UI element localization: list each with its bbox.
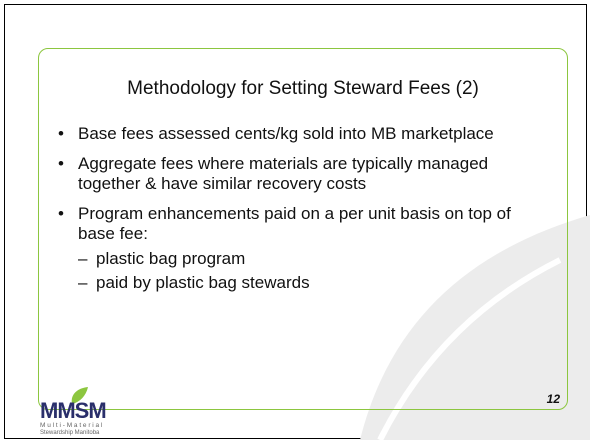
logo-line: Multi-Material xyxy=(40,422,105,429)
logo-leaf-shape xyxy=(71,387,88,404)
logo-leaf xyxy=(71,387,88,404)
content-panel xyxy=(38,48,568,410)
sub-bullet: paid by plastic bag stewards xyxy=(78,273,538,294)
bullet: Aggregate fees where materials are typic… xyxy=(58,154,538,195)
bullet-text: Aggregate fees where materials are typic… xyxy=(78,153,489,194)
sub-bullet: plastic bag program xyxy=(78,249,538,270)
bullet-list: Base fees assessed cents/kg sold into MB… xyxy=(58,124,538,303)
logo-line: Stewardship Manitoba xyxy=(40,430,100,436)
logo-name: MMSM xyxy=(40,398,107,423)
slide-title: Methodology for Setting Steward Fees (2) xyxy=(127,78,479,99)
logo: MMSM Multi-Material Stewardship Manitoba xyxy=(40,386,120,442)
sub-bullet-list: plastic bag program paid by plastic bag s… xyxy=(78,249,538,294)
bullet: Base fees assessed cents/kg sold into MB… xyxy=(58,124,538,145)
bullet-text: Program enhancements paid on a per unit … xyxy=(78,203,511,244)
bullet: Program enhancements paid on a per unit … xyxy=(58,204,538,294)
page-number: 12 xyxy=(546,392,560,406)
bullet-text: Base fees assessed cents/kg sold into MB… xyxy=(78,124,494,143)
